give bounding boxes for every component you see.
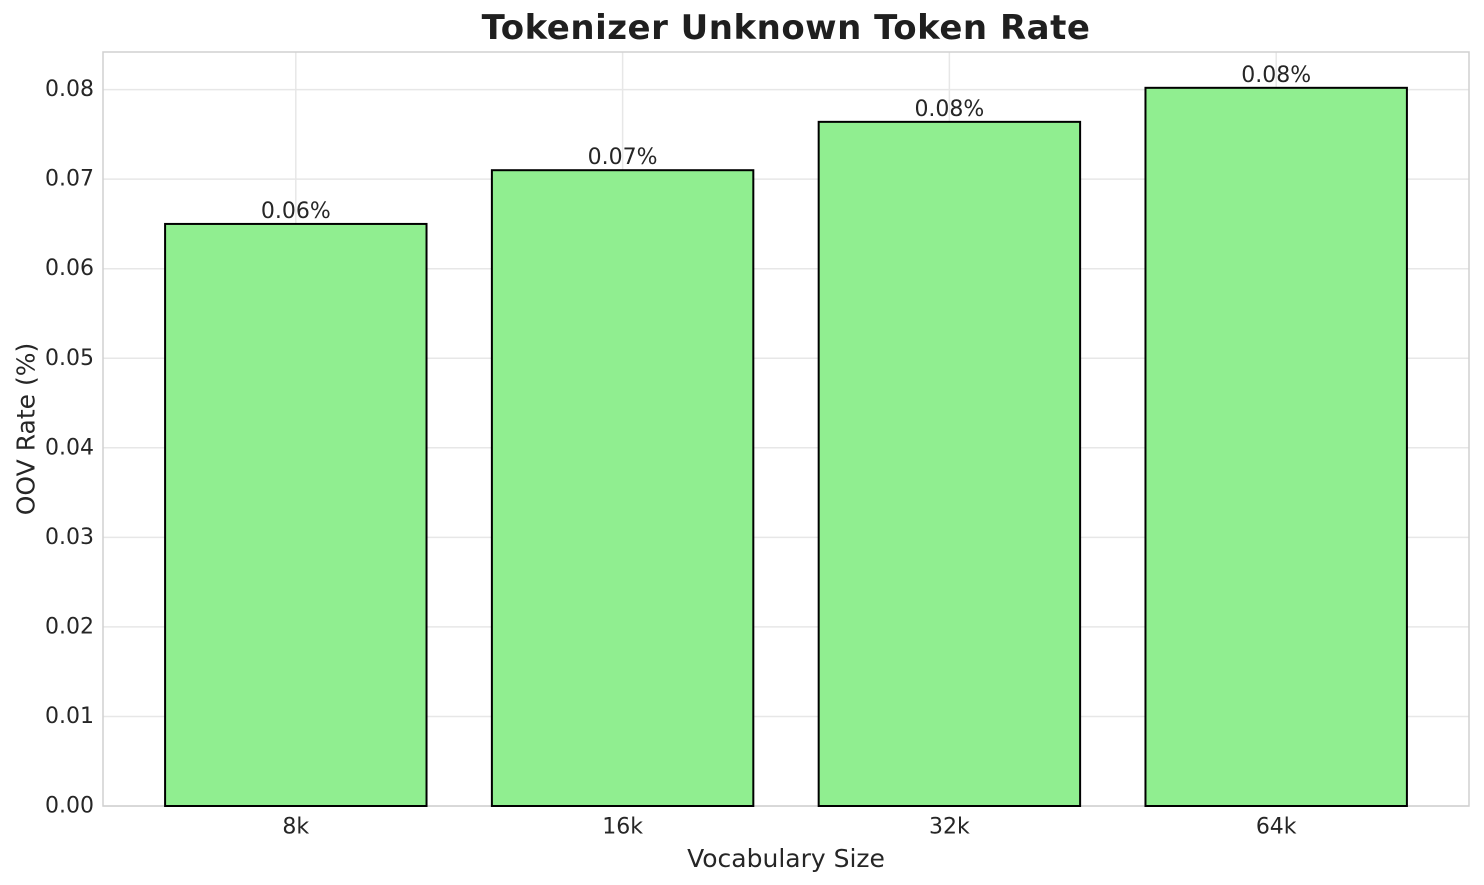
plot-border xyxy=(102,51,1470,807)
bar-value-label: 0.08% xyxy=(914,97,984,122)
y-tick-label: 0.04 xyxy=(45,435,94,460)
y-tick-label: 0.06 xyxy=(45,256,94,281)
x-tick-label: 32k xyxy=(929,815,970,840)
bar-32k xyxy=(817,120,1082,808)
bar-8k xyxy=(164,222,428,808)
x-tick-label: 16k xyxy=(602,815,643,840)
bar-value-label: 0.07% xyxy=(588,145,658,170)
y-tick-label: 0.05 xyxy=(45,346,94,371)
bar-value-label: 0.08% xyxy=(1241,63,1311,88)
x-axis-label: Vocabulary Size xyxy=(687,844,885,873)
x-tick-label: 8k xyxy=(282,815,309,840)
y-tick-label: 0.01 xyxy=(45,704,94,729)
chart-title: Tokenizer Unknown Token Rate xyxy=(481,8,1091,48)
y-tick-label: 0.08 xyxy=(45,77,94,102)
bar-64k xyxy=(1144,86,1408,808)
y-tick-label: 0.02 xyxy=(45,614,94,639)
bar-value-label: 0.06% xyxy=(261,199,331,224)
y-axis-label: OOV Rate (%) xyxy=(11,342,41,516)
bar-16k xyxy=(490,169,755,807)
y-tick-label: 0.03 xyxy=(45,525,94,550)
y-tick-label: 0.00 xyxy=(45,794,94,819)
x-tick-label: 64k xyxy=(1256,815,1297,840)
y-tick-label: 0.07 xyxy=(45,167,94,192)
